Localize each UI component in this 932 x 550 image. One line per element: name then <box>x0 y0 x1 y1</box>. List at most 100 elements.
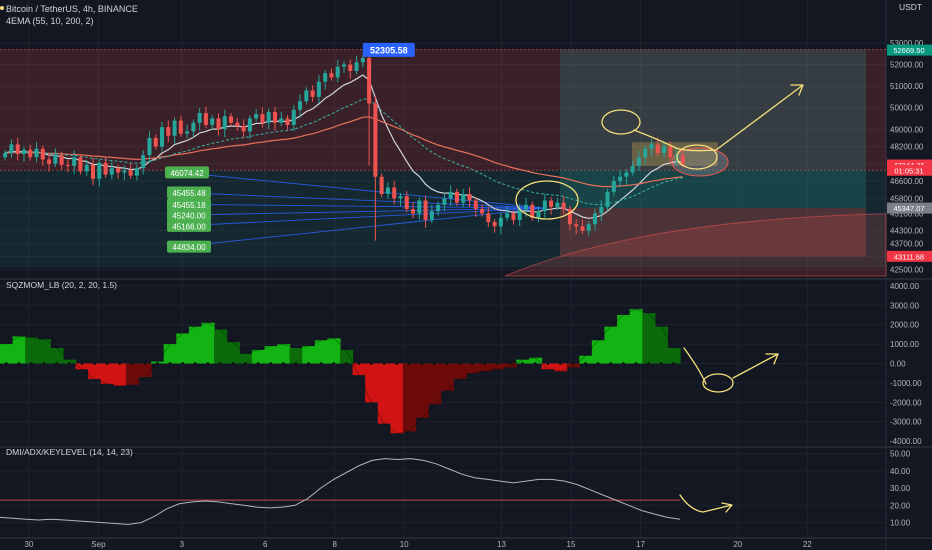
candle-body[interactable] <box>411 209 416 214</box>
momentum-bar[interactable] <box>528 357 543 364</box>
candle-body[interactable] <box>611 181 616 192</box>
candle-body[interactable] <box>549 200 554 207</box>
candle-body[interactable] <box>172 120 177 136</box>
momentum-bar[interactable] <box>214 329 228 364</box>
momentum-bar[interactable] <box>402 363 417 432</box>
candle-body[interactable] <box>15 144 20 155</box>
momentum-bar[interactable] <box>428 363 442 405</box>
candle-body[interactable] <box>367 57 372 104</box>
candle-body[interactable] <box>392 187 397 199</box>
candle-body[interactable] <box>84 164 89 172</box>
price-tag-box[interactable] <box>887 250 932 262</box>
support-label-box[interactable] <box>167 186 211 199</box>
candle-body[interactable] <box>624 172 629 177</box>
candle-body[interactable] <box>260 114 265 123</box>
candle-body[interactable] <box>247 118 252 132</box>
candle-body[interactable] <box>536 211 541 218</box>
candle-body[interactable] <box>72 157 77 166</box>
candle-body[interactable] <box>197 113 202 123</box>
candle-body[interactable] <box>134 168 139 176</box>
support-label-box[interactable] <box>167 240 211 253</box>
candle-body[interactable] <box>649 144 654 149</box>
momentum-bar[interactable] <box>138 363 152 378</box>
momentum-bar[interactable] <box>226 342 240 364</box>
momentum-bar[interactable] <box>251 349 266 364</box>
symbol-line[interactable]: Bitcoin / TetherUS, 4h, BINANCE <box>6 4 138 14</box>
candle-body[interactable] <box>498 217 503 227</box>
candle-body[interactable] <box>662 146 667 153</box>
momentum-bar[interactable] <box>617 314 631 364</box>
indicator-line[interactable]: 4EMA (55, 10, 200, 2) <box>6 16 94 26</box>
candle-body[interactable] <box>448 191 453 199</box>
adx-title[interactable]: DMI/ADX/KEYLEVEL (14, 14, 23) <box>6 447 133 457</box>
candle-body[interactable] <box>323 73 328 82</box>
candle-body[interactable] <box>122 170 127 173</box>
momentum-bar[interactable] <box>327 338 341 364</box>
momentum-bar[interactable] <box>566 363 580 368</box>
candle-body[interactable] <box>147 137 152 156</box>
candle-body[interactable] <box>266 112 271 123</box>
candle-body[interactable] <box>373 103 378 177</box>
candle-body[interactable] <box>593 213 598 225</box>
candle-body[interactable] <box>398 196 403 199</box>
candle-body[interactable] <box>492 222 497 227</box>
candle-body[interactable] <box>216 118 221 130</box>
candle-body[interactable] <box>517 209 522 220</box>
momentum-bar[interactable] <box>491 363 505 370</box>
momentum-bar[interactable] <box>0 344 14 364</box>
momentum-bar[interactable] <box>554 363 568 372</box>
momentum-bar[interactable] <box>365 363 379 403</box>
momentum-bar[interactable] <box>25 337 39 364</box>
momentum-bar[interactable] <box>188 326 203 364</box>
candle-body[interactable] <box>599 206 604 214</box>
momentum-bar[interactable] <box>88 363 102 380</box>
support-labels[interactable]: 46074.42 45455.48 45455.18 45240.0045166.00… <box>165 166 211 253</box>
candle-body[interactable] <box>160 127 165 147</box>
momentum-bar[interactable] <box>289 347 303 364</box>
momentum-bar[interactable] <box>302 346 316 364</box>
candle-body[interactable] <box>9 144 14 153</box>
candle-body[interactable] <box>417 200 422 214</box>
candle-body[interactable] <box>185 131 190 134</box>
momentum-bar[interactable] <box>579 355 593 364</box>
momentum-bar[interactable] <box>629 309 643 364</box>
candle-body[interactable] <box>304 90 309 102</box>
candle-body[interactable] <box>141 155 146 169</box>
candle-body[interactable] <box>630 165 635 173</box>
momentum-bar[interactable] <box>604 326 618 364</box>
candle-body[interactable] <box>467 194 472 201</box>
candle-body[interactable] <box>34 148 39 158</box>
candle-body[interactable] <box>235 122 240 127</box>
price-tag-box[interactable] <box>887 164 932 176</box>
candle-body[interactable] <box>285 118 290 125</box>
candle-body[interactable] <box>222 116 227 130</box>
adx-panel[interactable] <box>0 458 681 525</box>
annotation-path-adx[interactable] <box>679 494 733 513</box>
candle-body[interactable] <box>90 164 95 179</box>
momentum-bar[interactable] <box>654 326 669 364</box>
candle-body[interactable] <box>191 122 196 132</box>
momentum-bar[interactable] <box>591 340 606 364</box>
candle-body[interactable] <box>78 157 83 172</box>
candle-body[interactable] <box>241 126 246 132</box>
annotation-ellipse-momentum[interactable] <box>702 373 734 393</box>
candle-body[interactable] <box>203 113 208 125</box>
candle-body[interactable] <box>523 204 528 210</box>
momentum-bar[interactable] <box>113 363 127 386</box>
momentum-bar[interactable] <box>377 363 391 424</box>
candles[interactable] <box>3 52 685 241</box>
annotation-ellipse-target[interactable] <box>676 144 718 170</box>
candle-body[interactable] <box>291 109 296 125</box>
candle-body[interactable] <box>605 191 610 207</box>
candle-body[interactable] <box>65 164 70 166</box>
momentum-bar[interactable] <box>642 313 656 364</box>
candle-body[interactable] <box>461 194 466 203</box>
adx-line[interactable] <box>0 458 681 525</box>
momentum-bar[interactable] <box>415 363 429 418</box>
annotation-path-price[interactable] <box>633 84 804 152</box>
candle-body[interactable] <box>404 196 409 210</box>
momentum-bar[interactable] <box>239 353 253 364</box>
candle-body[interactable] <box>668 146 673 158</box>
candle-body[interactable] <box>618 176 623 182</box>
candle-body[interactable] <box>360 57 365 63</box>
